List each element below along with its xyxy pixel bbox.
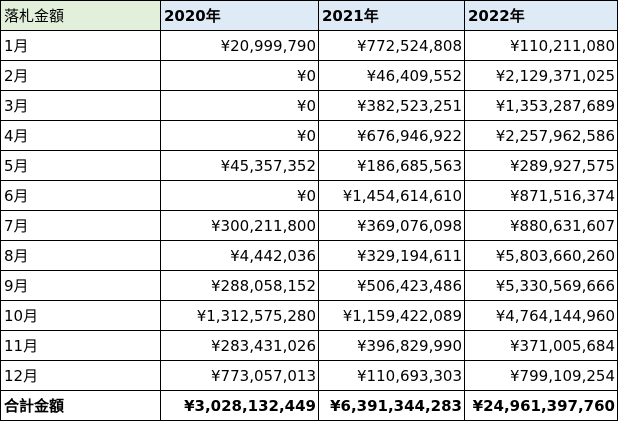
value-cell-2022: ¥5,803,660,260 [464, 240, 618, 271]
month-cell: 5月 [0, 150, 161, 181]
value-cell-2021: ¥506,423,486 [318, 270, 465, 301]
value-cell-2020: ¥45,357,352 [160, 150, 319, 181]
table-row: 9月 ¥288,058,152 ¥506,423,486 ¥5,330,569,666 [0, 270, 618, 301]
table-row: 8月 ¥4,442,036 ¥329,194,611 ¥5,803,660,260 [0, 240, 618, 271]
month-cell: 4月 [0, 120, 161, 151]
total-row: 合計金額 ¥3,028,132,449 ¥6,391,344,283 ¥24,9… [0, 390, 618, 421]
value-cell-2021: ¥382,523,251 [318, 90, 465, 121]
total-label-cell: 合計金額 [0, 390, 161, 421]
month-cell: 12月 [0, 360, 161, 391]
month-cell: 11月 [0, 330, 161, 361]
value-cell-2021: ¥1,454,614,610 [318, 180, 465, 211]
header-year-2022: 2022年 [464, 0, 618, 31]
value-cell-2020: ¥0 [160, 60, 319, 91]
value-cell-2021: ¥329,194,611 [318, 240, 465, 271]
value-cell-2021: ¥1,159,422,089 [318, 300, 465, 331]
value-cell-2022: ¥371,005,684 [464, 330, 618, 361]
table-row: 1月 ¥20,999,790 ¥772,524,808 ¥110,211,080 [0, 30, 618, 61]
value-cell-2021: ¥676,946,922 [318, 120, 465, 151]
value-cell-2020: ¥0 [160, 90, 319, 121]
value-cell-2021: ¥110,693,303 [318, 360, 465, 391]
table-footer: 合計金額 ¥3,028,132,449 ¥6,391,344,283 ¥24,9… [0, 390, 618, 421]
value-cell-2022: ¥289,927,575 [464, 150, 618, 181]
value-cell-2022: ¥5,330,569,666 [464, 270, 618, 301]
header-label-cell: 落札金額 [0, 0, 161, 31]
header-year-2020: 2020年 [160, 0, 319, 31]
header-year-2021: 2021年 [318, 0, 465, 31]
table-row: 5月 ¥45,357,352 ¥186,685,563 ¥289,927,575 [0, 150, 618, 181]
table-row: 2月 ¥0 ¥46,409,552 ¥2,129,371,025 [0, 60, 618, 91]
value-cell-2022: ¥2,129,371,025 [464, 60, 618, 91]
value-cell-2020: ¥0 [160, 180, 319, 211]
month-cell: 10月 [0, 300, 161, 331]
value-cell-2021: ¥772,524,808 [318, 30, 465, 61]
month-cell: 6月 [0, 180, 161, 211]
month-cell: 7月 [0, 210, 161, 241]
table-row: 6月 ¥0 ¥1,454,614,610 ¥871,516,374 [0, 180, 618, 211]
table-row: 7月 ¥300,211,800 ¥369,076,098 ¥880,631,607 [0, 210, 618, 241]
value-cell-2022: ¥871,516,374 [464, 180, 618, 211]
table-row: 3月 ¥0 ¥382,523,251 ¥1,353,287,689 [0, 90, 618, 121]
table-row: 4月 ¥0 ¥676,946,922 ¥2,257,962,586 [0, 120, 618, 151]
value-cell-2020: ¥773,057,013 [160, 360, 319, 391]
month-cell: 9月 [0, 270, 161, 301]
total-value-2022: ¥24,961,397,760 [464, 390, 618, 421]
table-body: 1月 ¥20,999,790 ¥772,524,808 ¥110,211,080 2月 ¥… [0, 30, 618, 391]
month-cell: 3月 [0, 90, 161, 121]
value-cell-2022: ¥880,631,607 [464, 210, 618, 241]
value-cell-2020: ¥20,999,790 [160, 30, 319, 61]
table-header: 落札金額 2020年 2021年 2022年 [0, 0, 618, 31]
value-cell-2022: ¥110,211,080 [464, 30, 618, 61]
value-cell-2020: ¥4,442,036 [160, 240, 319, 271]
value-cell-2022: ¥2,257,962,586 [464, 120, 618, 151]
value-cell-2020: ¥0 [160, 120, 319, 151]
month-cell: 2月 [0, 60, 161, 91]
table-row: 11月 ¥283,431,026 ¥396,829,990 ¥371,005,684 [0, 330, 618, 361]
value-cell-2021: ¥46,409,552 [318, 60, 465, 91]
total-value-2021: ¥6,391,344,283 [318, 390, 465, 421]
total-value-2020: ¥3,028,132,449 [160, 390, 319, 421]
value-cell-2020: ¥1,312,575,280 [160, 300, 319, 331]
value-cell-2021: ¥396,829,990 [318, 330, 465, 361]
value-cell-2020: ¥300,211,800 [160, 210, 319, 241]
value-cell-2021: ¥369,076,098 [318, 210, 465, 241]
month-cell: 8月 [0, 240, 161, 271]
month-cell: 1月 [0, 30, 161, 61]
table-row: 12月 ¥773,057,013 ¥110,693,303 ¥799,109,254 [0, 360, 618, 391]
value-cell-2022: ¥4,764,144,960 [464, 300, 618, 331]
table-row: 10月 ¥1,312,575,280 ¥1,159,422,089 ¥4,764,14… [0, 300, 618, 331]
value-cell-2022: ¥1,353,287,689 [464, 90, 618, 121]
value-cell-2020: ¥288,058,152 [160, 270, 319, 301]
value-cell-2021: ¥186,685,563 [318, 150, 465, 181]
header-row: 落札金額 2020年 2021年 2022年 [0, 0, 618, 31]
value-cell-2022: ¥799,109,254 [464, 360, 618, 391]
value-cell-2020: ¥283,431,026 [160, 330, 319, 361]
